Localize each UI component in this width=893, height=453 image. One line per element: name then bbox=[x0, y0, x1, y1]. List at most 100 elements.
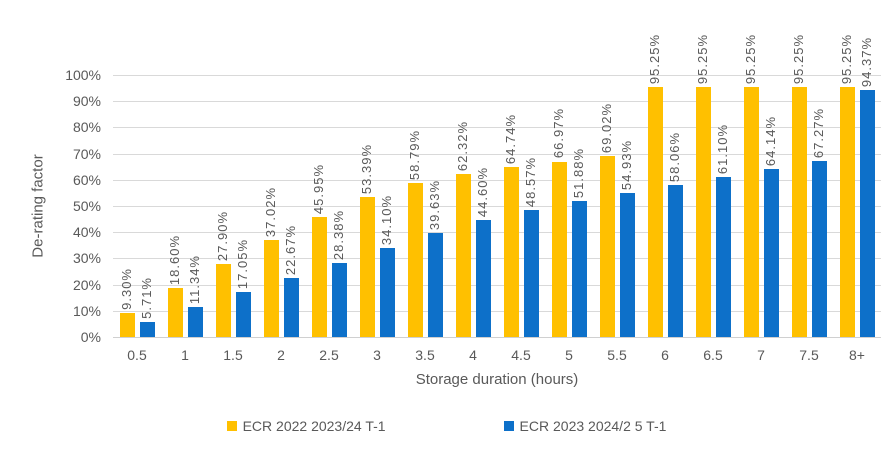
legend-label-ecr-2022: ECR 2022 2023/24 T-1 bbox=[242, 418, 386, 434]
data-label-series1-5.5: 54.93% bbox=[619, 140, 634, 191]
bar-series0-6.5 bbox=[695, 87, 711, 337]
x-tick-3.5: 3.5 bbox=[415, 347, 435, 363]
x-tick-3: 3 bbox=[373, 347, 381, 363]
x-tick-7: 7 bbox=[757, 347, 765, 363]
data-label-text: 11.34% bbox=[187, 255, 202, 305]
data-label-series1-1: 11.34% bbox=[187, 255, 202, 305]
bar-series1-8+ bbox=[859, 89, 875, 337]
data-label-series0-7: 95.25% bbox=[743, 34, 758, 85]
data-label-series0-1.5: 27.90% bbox=[215, 211, 230, 261]
bar-series1-4 bbox=[475, 220, 491, 337]
data-label-series0-6: 95.25% bbox=[647, 34, 662, 85]
gridline-60 bbox=[113, 179, 881, 181]
bar-series0-1 bbox=[167, 288, 183, 337]
data-label-text: 39.63% bbox=[427, 180, 442, 231]
bar-series1-3 bbox=[379, 247, 395, 337]
data-label-series0-1: 18.60% bbox=[167, 235, 182, 285]
data-label-text: 95.25% bbox=[647, 34, 662, 85]
data-label-text: 54.93% bbox=[619, 140, 634, 191]
gridline-0 bbox=[113, 337, 881, 338]
legend-item-ecr-2023: ECR 2023 2024/2 5 T-1 bbox=[503, 418, 667, 434]
data-label-text: 67.27% bbox=[811, 107, 826, 158]
data-label-text: 17.05% bbox=[235, 239, 250, 290]
gridline-50 bbox=[113, 206, 881, 207]
legend-swatch-blue bbox=[503, 421, 514, 431]
data-label-text: 51.88% bbox=[571, 147, 586, 199]
x-tick-1: 1 bbox=[181, 347, 189, 363]
data-label-text: 64.74% bbox=[503, 114, 518, 165]
data-label-series0-5.5: 69.02% bbox=[599, 103, 614, 154]
y-tick-80: 80% bbox=[72, 119, 101, 136]
data-label-series0-5: 66.97% bbox=[551, 108, 566, 159]
legend-item-ecr-2022: ECR 2022 2023/24 T-1 bbox=[226, 418, 386, 434]
bar-series1-7.5 bbox=[811, 160, 827, 337]
gridline-80 bbox=[113, 127, 881, 129]
gridline-20 bbox=[113, 284, 881, 286]
x-tick-2.5: 2.5 bbox=[319, 347, 339, 363]
data-label-text: 9.30% bbox=[119, 267, 134, 310]
bar-series0-3 bbox=[359, 197, 375, 337]
data-label-series1-6.5: 61.10% bbox=[715, 124, 730, 174]
gridline-70 bbox=[113, 153, 881, 155]
x-tick-2: 2 bbox=[277, 347, 285, 363]
data-label-series0-4.5: 64.74% bbox=[503, 114, 518, 165]
x-tick-4: 4 bbox=[469, 347, 477, 363]
x-tick-8+: 8+ bbox=[849, 347, 865, 363]
data-label-series1-7.5: 67.27% bbox=[811, 107, 826, 158]
data-label-text: 64.14% bbox=[763, 115, 778, 166]
bar-series0-6 bbox=[647, 87, 663, 337]
data-label-series0-2.5: 45.95% bbox=[311, 164, 326, 214]
bar-series1-6 bbox=[667, 184, 683, 337]
data-label-series1-1.5: 17.05% bbox=[235, 239, 250, 290]
y-tick-90: 90% bbox=[72, 93, 101, 110]
data-label-text: 95.25% bbox=[839, 34, 854, 85]
y-tick-20: 20% bbox=[72, 276, 101, 293]
bar-series0-7 bbox=[743, 87, 759, 337]
bar-series1-2.5 bbox=[331, 262, 347, 337]
legend-label-ecr-2023: ECR 2023 2024/2 5 T-1 bbox=[519, 418, 667, 434]
bar-series0-1.5 bbox=[215, 263, 231, 337]
y-tick-0: 0% bbox=[80, 329, 101, 345]
legend: ECR 2022 2023/24 T-1 ECR 2023 2024/2 5 T… bbox=[0, 418, 893, 434]
legend-swatch-yellow bbox=[226, 421, 237, 431]
data-label-series1-2.5: 28.38% bbox=[331, 209, 346, 260]
data-label-text: 34.10% bbox=[379, 194, 394, 245]
y-tick-10: 10% bbox=[72, 302, 101, 319]
bar-series1-6.5 bbox=[715, 176, 731, 337]
x-tick-6: 6 bbox=[661, 347, 669, 363]
data-label-series1-2: 22.67% bbox=[283, 225, 298, 275]
data-label-series1-8+: 94.37% bbox=[859, 36, 874, 87]
data-label-series0-7.5: 95.25% bbox=[791, 34, 806, 84]
bar-series0-5 bbox=[551, 161, 567, 337]
x-tick-7.5: 7.5 bbox=[799, 347, 819, 363]
bar-series0-8+ bbox=[839, 87, 855, 337]
data-label-series1-0.5: 5.71% bbox=[139, 277, 154, 320]
gridline-90 bbox=[113, 101, 881, 103]
data-label-text: 28.38% bbox=[331, 209, 346, 260]
y-tick-70: 70% bbox=[72, 145, 101, 162]
data-label-text: 95.25% bbox=[695, 34, 710, 85]
bar-series1-1.5 bbox=[235, 292, 251, 337]
data-label-text: 37.02% bbox=[263, 186, 278, 238]
data-label-text: 94.37% bbox=[859, 36, 874, 87]
bar-series0-2.5 bbox=[311, 216, 327, 337]
data-label-text: 95.25% bbox=[743, 34, 758, 85]
data-label-text: 53.39% bbox=[359, 144, 374, 195]
y-tick-30: 30% bbox=[72, 250, 101, 267]
data-label-text: 5.71% bbox=[139, 277, 154, 320]
data-label-text: 66.97% bbox=[551, 108, 566, 159]
data-label-series0-3: 53.39% bbox=[359, 144, 374, 195]
x-tick-0.5: 0.5 bbox=[127, 347, 147, 363]
data-label-text: 44.60% bbox=[475, 167, 490, 218]
data-label-series1-4.5: 48.57% bbox=[523, 156, 538, 207]
bar-series1-5.5 bbox=[619, 193, 635, 337]
bar-series0-3.5 bbox=[407, 182, 423, 337]
data-label-series0-4: 62.32% bbox=[455, 121, 470, 171]
gridline-40 bbox=[113, 232, 881, 234]
x-tick-6.5: 6.5 bbox=[703, 347, 723, 363]
data-label-text: 48.57% bbox=[523, 156, 538, 207]
bar-series0-0.5 bbox=[119, 312, 135, 337]
data-label-text: 69.02% bbox=[599, 103, 614, 154]
bar-series0-5.5 bbox=[599, 156, 615, 337]
